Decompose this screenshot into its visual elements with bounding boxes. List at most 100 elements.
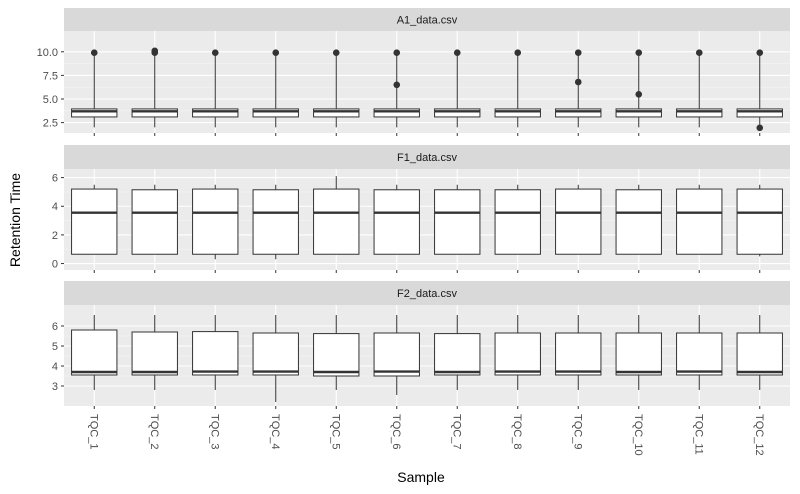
boxplot-TQC_11: [676, 49, 723, 128]
outlier-point: [514, 49, 522, 57]
outlier-point: [635, 49, 643, 57]
outlier-point: [574, 78, 582, 86]
box-iqr: [131, 108, 178, 118]
x-axis-title: Sample: [397, 469, 445, 485]
box-iqr: [313, 108, 360, 118]
box-iqr: [131, 189, 178, 255]
y-tick-label: 4: [52, 361, 58, 373]
boxplot-TQC_6: [373, 49, 420, 128]
boxplot-TQC_6: [373, 184, 420, 255]
y-tick-label: 2.5: [43, 118, 58, 130]
box-iqr: [494, 189, 541, 255]
x-tick-label: TQC_12: [753, 414, 765, 456]
box-iqr: [71, 188, 118, 255]
x-tick-label: TQC_8: [511, 414, 523, 449]
boxplot-TQC_12: [736, 315, 783, 390]
box-iqr: [131, 331, 178, 376]
x-tick-label: TQC_4: [269, 414, 281, 449]
boxplot-TQC_9: [555, 49, 602, 128]
facet-panel: F2_data.csv 3 4 5 6: [52, 281, 790, 409]
x-tick-label: TQC_6: [390, 414, 402, 449]
boxplot-TQC_6: [373, 315, 420, 395]
facet-strip: [64, 145, 790, 169]
outlier-point: [393, 49, 401, 57]
outlier-point: [151, 47, 159, 55]
boxplot-TQC_5: [313, 315, 360, 390]
x-tick-label: TQC_2: [148, 414, 160, 449]
box-iqr: [192, 331, 239, 376]
box-iqr: [373, 189, 420, 255]
y-tick-label: 0: [52, 259, 58, 271]
boxplot-TQC_7: [434, 184, 481, 255]
box-iqr: [676, 108, 723, 118]
x-tick-label: TQC_9: [571, 414, 583, 449]
boxplot-TQC_3: [192, 49, 239, 128]
box-iqr: [373, 332, 420, 377]
box-iqr: [736, 332, 783, 376]
boxplot-TQC_9: [555, 315, 602, 390]
box-iqr: [555, 108, 602, 118]
boxplot-TQC_2: [131, 315, 178, 390]
boxplot-TQC_1: [71, 184, 118, 255]
y-tick-label: 5.0: [43, 94, 58, 106]
box-iqr: [676, 188, 723, 255]
boxplot-TQC_2: [131, 184, 178, 255]
panel-background: [64, 31, 790, 133]
box-iqr: [494, 332, 541, 376]
outlier-point: [453, 49, 461, 57]
facet-panel: F1_data.csv 0 2 4 6: [52, 145, 790, 273]
y-tick-label: 6: [52, 173, 58, 185]
boxplot-TQC_4: [252, 49, 299, 128]
y-tick-label: 6: [52, 321, 58, 333]
facet-strip: [64, 8, 790, 31]
panel-background: [64, 169, 790, 270]
outlier-point: [332, 49, 340, 57]
boxplot-TQC_3: [192, 184, 239, 260]
facet-strip: [64, 281, 790, 305]
boxplot-TQC_12: [736, 184, 783, 257]
y-tick-label: 10.0: [37, 47, 58, 59]
box-iqr: [192, 188, 239, 255]
boxplot-TQC_8: [494, 49, 541, 128]
boxplot-TQC_8: [494, 184, 541, 255]
facet-strip-label: A1_data.csv: [397, 15, 458, 27]
box-iqr: [252, 108, 299, 118]
outlier-point: [695, 49, 703, 57]
boxplot-TQC_5: [313, 176, 360, 255]
outlier-point: [635, 90, 643, 98]
box-iqr: [252, 189, 299, 255]
boxplot-TQC_4: [252, 184, 299, 260]
x-tick-label: TQC_5: [329, 414, 341, 449]
box-iqr: [676, 332, 723, 376]
boxplot-TQC_5: [313, 49, 360, 128]
box-iqr: [434, 333, 481, 376]
boxplot-TQC_9: [555, 184, 602, 255]
boxplot-TQC_4: [252, 315, 299, 402]
facet-panel: A1_data.csv 2.5 5.0 7.5 10.0: [37, 8, 790, 136]
boxplot-TQC_3: [192, 315, 239, 390]
x-tick-label: TQC_11: [692, 414, 704, 455]
box-iqr: [615, 189, 662, 255]
y-tick-label: 3: [52, 381, 58, 393]
boxplot-TQC_10: [615, 49, 662, 128]
y-tick-label: 5: [52, 341, 58, 353]
box-iqr: [555, 332, 602, 376]
box-iqr: [313, 333, 360, 377]
outlier-point: [272, 49, 280, 57]
box-iqr: [615, 332, 662, 376]
boxplot-TQC_7: [434, 315, 481, 390]
box-iqr: [252, 332, 299, 376]
box-iqr: [736, 188, 783, 255]
box-iqr: [192, 108, 239, 118]
boxplot-TQC_8: [494, 315, 541, 390]
panel-background: [64, 305, 790, 406]
boxplot-TQC_11: [676, 184, 723, 255]
y-tick-label: 2: [52, 230, 58, 242]
boxplot-TQC_10: [615, 184, 662, 255]
box-iqr: [373, 108, 420, 118]
y-tick-label: 4: [52, 201, 58, 213]
facet-strip-label: F1_data.csv: [397, 152, 457, 164]
boxplot-TQC_10: [615, 315, 662, 390]
box-iqr: [615, 108, 662, 118]
boxplot-TQC_12: [736, 49, 783, 132]
